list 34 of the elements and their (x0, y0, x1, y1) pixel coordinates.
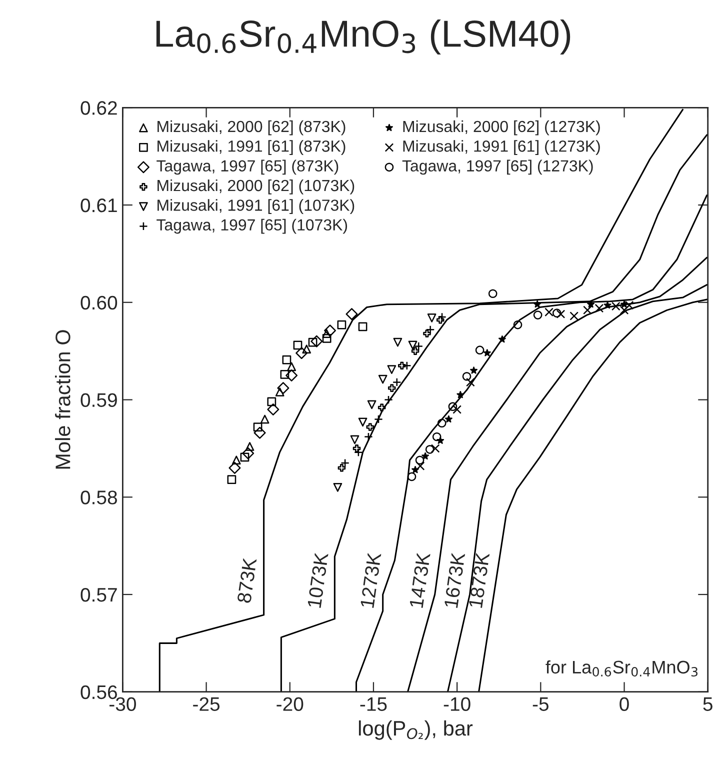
x-tick-label: -20 (276, 697, 304, 712)
x-tick-label: -15 (360, 697, 387, 712)
x-tick-label: 0 (620, 697, 629, 712)
legend-label: Tagawa, 1997 [65] (1073K) (156, 218, 348, 234)
y-tick-label: 0.61 (80, 198, 117, 212)
x-tick-label: -30 (110, 697, 136, 712)
legend-label: Mizusaki, 2000 [62] (1073K) (158, 179, 354, 194)
text: 1473K (409, 552, 430, 608)
y-axis-title: Mole fraction O (55, 330, 70, 469)
text: 1673K (444, 552, 466, 608)
legend-label: Mizusaki, 1991 [61] (1073K) (158, 199, 354, 214)
y-tick-label: 0.60 (80, 296, 118, 310)
x-axis-title: log(P$_{O₂}$), bar (358, 720, 473, 740)
text: 1873K (468, 552, 490, 608)
chart-title: La$_{0.6}$Sr$_{0.4}$MnO$_{3}$ (LSM40) (156, 20, 570, 54)
x-tick-label: 5 (703, 697, 712, 712)
legend-label: Mizusaki, 2000 [62] (1273K) (403, 120, 600, 136)
legend-label: Tagawa, 1997 [65] (1273K) (402, 160, 593, 175)
y-tick-label: 0.59 (80, 393, 117, 407)
y-tick-label: 0.58 (80, 490, 117, 504)
x-tick-label: -10 (444, 697, 470, 712)
legend-label: Mizusaki, 1991 [61] (1273K) (403, 140, 600, 155)
text: 1273K (360, 552, 382, 608)
x-tick-label: -5 (532, 697, 548, 712)
annotation: for La$_{0.6}$Sr$_{0.4}$MnO$_{3}$ (546, 660, 698, 677)
text: 873K (237, 557, 257, 604)
legend-label: Mizusaki, 1991 [61] (873K) (158, 140, 346, 155)
legend-label: Tagawa, 1997 [65] (873K) (156, 160, 338, 175)
y-tick-label: 0.57 (80, 588, 117, 602)
legend-label: Mizusaki, 2000 [62] (873K) (158, 120, 346, 136)
y-tick-label: 0.62 (80, 101, 117, 115)
text: 1073K (307, 552, 328, 608)
x-tick-label: -25 (193, 697, 220, 712)
y-tick-label: 0.56 (80, 685, 117, 700)
